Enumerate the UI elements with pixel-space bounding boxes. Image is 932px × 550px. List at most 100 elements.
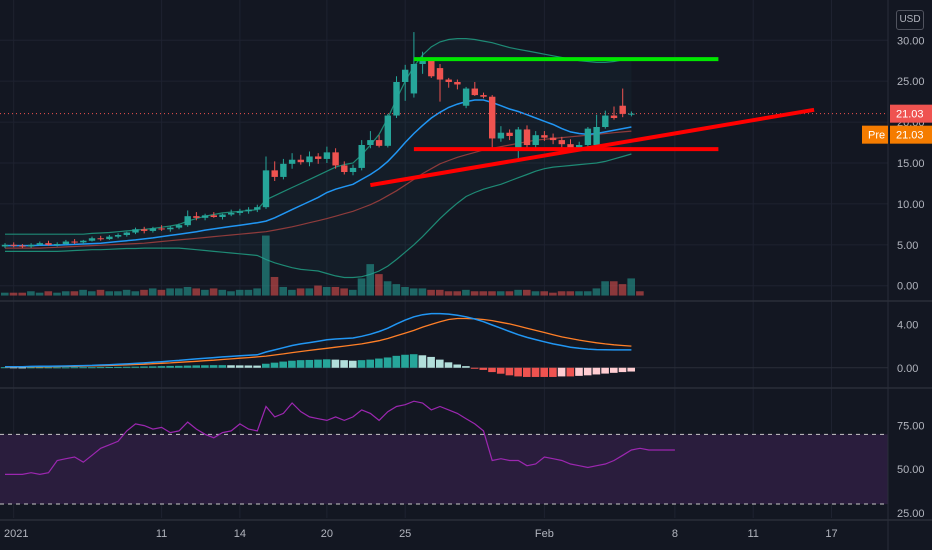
candle-body — [210, 215, 217, 217]
volume-bar — [157, 289, 166, 296]
time-tick-label: 20 — [321, 528, 333, 540]
upper-band-line — [5, 37, 632, 235]
macd-histogram-bar — [523, 367, 531, 377]
macd-histogram-bar — [227, 365, 235, 368]
candle-body — [341, 165, 348, 172]
macd-histogram-bar — [444, 362, 453, 368]
volume-bar — [279, 286, 287, 296]
macd-pane — [0, 312, 888, 377]
rsi-axis[interactable]: 75.00 50.00 25.00 — [897, 421, 925, 520]
volume-bar — [244, 289, 253, 296]
currency-button[interactable]: USD — [896, 10, 924, 30]
volume-bar — [122, 289, 131, 296]
candle-body — [306, 156, 313, 163]
macd-histogram-bar — [148, 366, 157, 368]
candle-body — [167, 227, 174, 230]
macd-histogram-bar — [488, 367, 496, 373]
volume-bar — [18, 292, 26, 296]
candle-body — [1, 244, 9, 247]
premarket-price-text: 21.03 — [896, 130, 924, 142]
volume-bar — [366, 264, 374, 296]
macd-histogram-bar — [131, 366, 140, 368]
macd-histogram-bar — [505, 367, 514, 376]
macd-histogram-bar — [157, 366, 166, 368]
macd-histogram-bar — [531, 367, 540, 377]
volume-bar — [636, 291, 644, 296]
macd-axis[interactable]: 4.00 0.00 — [897, 319, 918, 374]
macd-histogram-bar — [375, 358, 383, 368]
volume-bar — [131, 291, 140, 296]
macd-histogram-bar — [340, 360, 348, 368]
candle-body — [132, 229, 139, 233]
macd-histogram-bar — [88, 367, 96, 369]
volume-bar — [296, 288, 305, 296]
macd-tick-label: 4.00 — [897, 319, 918, 331]
candle-body — [271, 170, 278, 177]
candle-body — [158, 228, 165, 230]
candle-body — [367, 140, 374, 145]
macd-histogram-bar — [610, 367, 618, 373]
macd-histogram-bar — [270, 362, 279, 368]
macd-histogram-bar — [114, 366, 122, 368]
volume-bar — [218, 289, 227, 296]
rsi-pane — [0, 400, 888, 505]
volume-bar — [35, 292, 44, 296]
trend-line — [370, 107, 815, 188]
rsi-tick-label: 75.00 — [897, 421, 925, 433]
macd-histogram-bar — [601, 367, 609, 374]
volume-bar — [505, 291, 514, 296]
volume-bar — [470, 291, 479, 296]
volume-bar — [392, 284, 401, 296]
volume-bar — [88, 291, 96, 296]
macd-histogram-bar — [479, 367, 488, 370]
candle-body — [549, 137, 557, 141]
candle-body — [123, 232, 130, 235]
volume-bar — [488, 291, 496, 296]
candle-body — [471, 88, 478, 96]
premarket-label-badge — [862, 125, 888, 144]
macd-histogram-bar — [314, 359, 322, 368]
macd-histogram-bar — [79, 367, 87, 369]
macd-histogram-bar — [1, 367, 9, 369]
macd-histogram-bar — [209, 365, 218, 368]
macd-histogram-bar — [175, 365, 183, 368]
last-price-text: 21.03 — [896, 109, 924, 121]
time-axis[interactable]: 2021 11 14 20 25 Feb 8 11 17 — [4, 528, 838, 540]
candle-body — [45, 243, 52, 245]
candle-body — [262, 170, 270, 208]
lower-band-line — [5, 153, 632, 279]
volume-bar — [183, 286, 192, 296]
macd-tick-label: 0.00 — [897, 363, 918, 375]
macd-histogram-bar — [279, 361, 287, 368]
price-pane — [0, 32, 888, 296]
macd-histogram-bar — [53, 367, 61, 369]
macd-histogram-bar — [44, 367, 53, 369]
volume-bar — [331, 286, 340, 296]
volume-bar — [575, 291, 583, 296]
candle-body — [558, 140, 565, 145]
candle-body — [254, 207, 261, 210]
candle-body — [541, 135, 548, 138]
macd-histogram-bar — [122, 366, 131, 368]
volume-bar — [383, 281, 392, 296]
volume-bar — [531, 291, 540, 296]
price-tick-label: 25.00 — [897, 76, 925, 88]
macd-histogram-bar — [331, 359, 340, 368]
candle-body — [480, 95, 487, 97]
macd-histogram-bar — [349, 360, 357, 368]
volume-bar — [340, 288, 348, 296]
rsi-line — [5, 400, 675, 476]
candle-body — [106, 236, 113, 240]
macd-histogram-bar — [288, 360, 296, 368]
time-tick-label: 14 — [234, 528, 246, 540]
macd-histogram-bar — [27, 367, 35, 369]
volume-bar — [235, 289, 244, 296]
candle-body — [358, 145, 365, 168]
volume-bar — [462, 289, 470, 296]
candle-body — [506, 132, 513, 136]
macd-histogram-bar — [496, 367, 505, 374]
premarket-price-badge — [890, 125, 932, 144]
volume-bar — [262, 235, 270, 296]
